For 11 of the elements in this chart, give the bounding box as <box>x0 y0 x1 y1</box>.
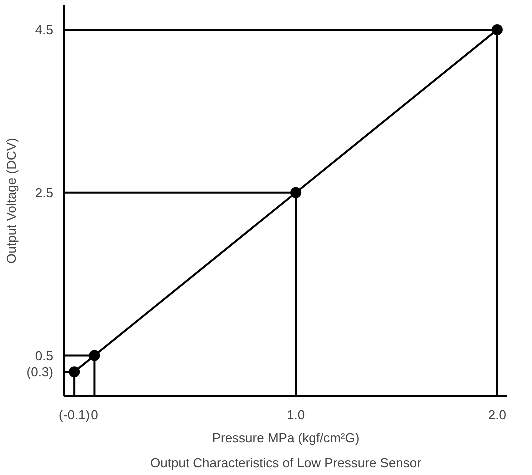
x-tick-label: 2.0 <box>488 408 506 422</box>
x-tick-label: (-0.1) <box>59 408 90 422</box>
x-tick-label: 0 <box>91 408 98 422</box>
y-tick-label: (0.3) <box>26 364 54 380</box>
x-axis-title: Pressure MPa (kgf/cm²G) <box>212 430 360 446</box>
x-tick-label: 1.0 <box>287 408 306 422</box>
y-tick-label: 0.5 <box>35 348 54 364</box>
text: Output Characteristics of Low Pressure Sensor <box>150 456 422 470</box>
y-tick-label: 2.5 <box>35 185 54 200</box>
y-tick-label: 4.5 <box>35 22 54 38</box>
y-axis-title: Output Voltage (DCV) <box>4 138 19 264</box>
